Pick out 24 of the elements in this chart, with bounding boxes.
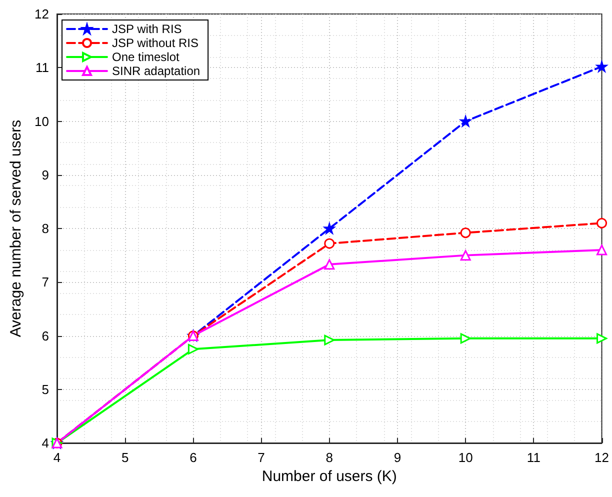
x-tick-label: 7 xyxy=(258,450,265,465)
y-tick-label: 8 xyxy=(42,221,49,236)
y-tick-label: 9 xyxy=(42,167,49,182)
x-tick-label: 6 xyxy=(190,450,197,465)
legend-label: JSP with RIS xyxy=(112,22,182,36)
x-tick-label: 9 xyxy=(394,450,402,465)
y-tick-label: 7 xyxy=(42,274,49,290)
y-tick-label: 11 xyxy=(36,60,49,76)
y-tick-label: 4 xyxy=(42,436,49,450)
legend-label: SINR adaptation xyxy=(112,64,200,78)
x-tick-label: 12 xyxy=(594,450,610,465)
legend-label: One timeslot xyxy=(112,50,180,64)
x-axis-title: Number of users (K) xyxy=(262,468,397,485)
y-axis-title: Average number of served users xyxy=(8,120,25,338)
x-tick-label: 8 xyxy=(326,450,333,465)
y-tick-label: 10 xyxy=(34,114,49,129)
x-tick-label: 5 xyxy=(121,450,129,465)
x-tick-label: 10 xyxy=(458,450,473,465)
legend-label: JSP without RIS xyxy=(112,36,198,50)
y-tick-label: 5 xyxy=(42,382,49,397)
x-tick-label: 11 xyxy=(526,450,540,465)
y-tick-label: 6 xyxy=(42,328,49,344)
y-tick-label: 12 xyxy=(34,6,49,22)
x-tick-label: 4 xyxy=(53,450,61,465)
